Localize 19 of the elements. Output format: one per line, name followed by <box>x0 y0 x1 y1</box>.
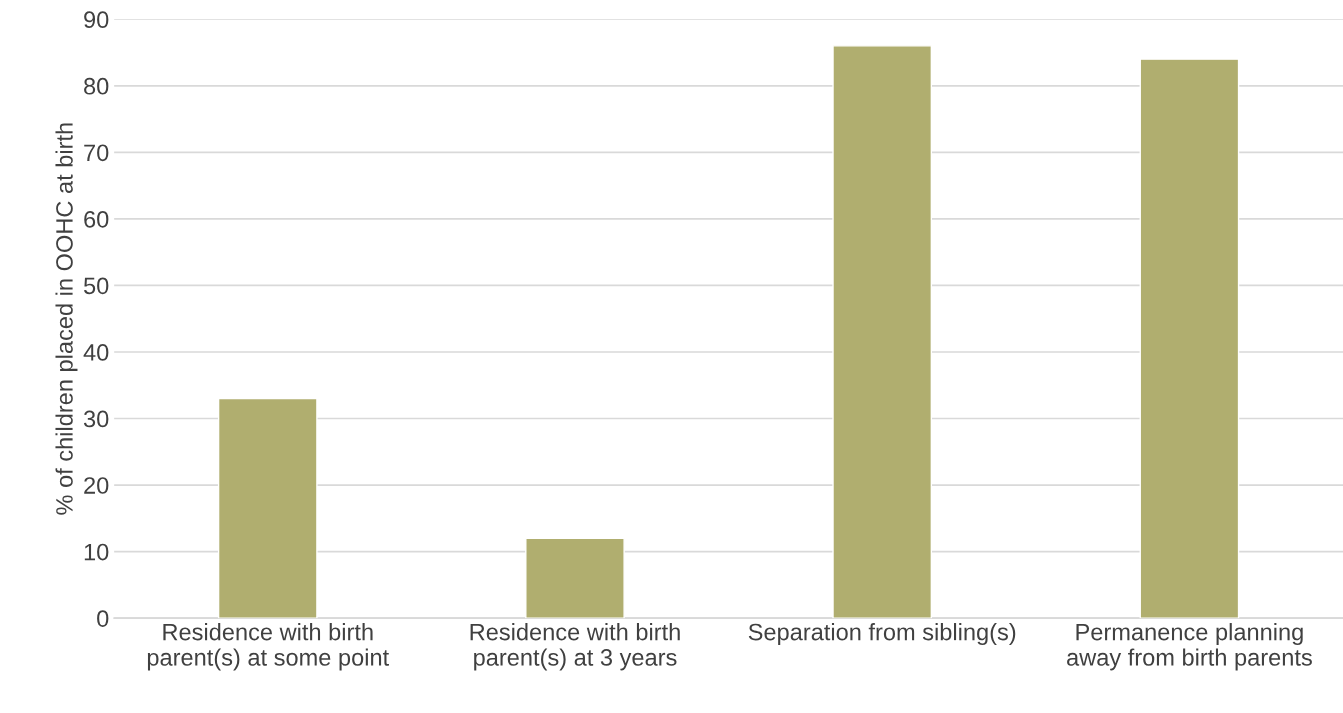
bar <box>832 45 933 619</box>
bar <box>217 397 318 619</box>
bar <box>1139 58 1240 619</box>
y-tick-label: 80 <box>84 77 109 95</box>
y-axis-title: % of children placed in OOHC at birth <box>55 123 78 515</box>
y-tick-label: 70 <box>84 144 109 162</box>
y-tick-label: 20 <box>84 477 109 494</box>
y-tick-label: 0 <box>97 610 109 627</box>
x-tick-label: Permanence planning away from birth parents <box>1067 623 1312 671</box>
y-tick-label: 50 <box>83 277 109 295</box>
y-tick-label: 40 <box>83 344 109 361</box>
y-tick-label: 30 <box>83 410 109 428</box>
y-tick-label: 60 <box>84 210 109 228</box>
y-tick-label: 90 <box>84 11 109 29</box>
y-tick-label: 10 <box>84 543 109 561</box>
x-tick-label: Residence with birth parent(s) at 3 years <box>470 623 680 671</box>
bar <box>525 537 625 619</box>
x-tick-label: Residence with birth parent(s) at some point <box>147 623 389 671</box>
x-tick-label: Separation from sibling(s) <box>748 623 1016 646</box>
